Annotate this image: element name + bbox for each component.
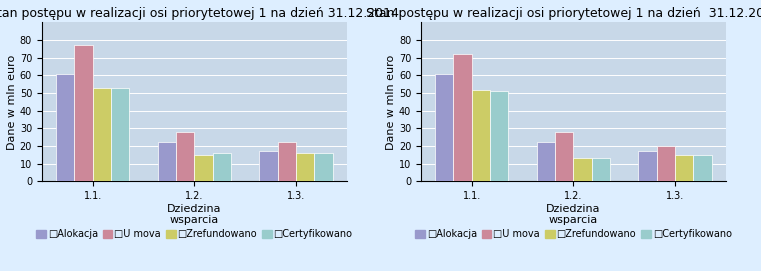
Bar <box>194 155 212 181</box>
Y-axis label: Dane w mln euro: Dane w mln euro <box>386 54 396 150</box>
Bar <box>693 155 712 181</box>
Bar <box>592 158 610 181</box>
Bar <box>537 143 555 181</box>
Bar <box>490 91 508 181</box>
Y-axis label: Dane w mln euro: Dane w mln euro <box>7 54 17 150</box>
Legend: □Alokacja, □U mova, □Zrefundowano, □Certyfikowano: □Alokacja, □U mova, □Zrefundowano, □Cert… <box>32 225 356 243</box>
Bar <box>158 143 176 181</box>
Bar <box>314 153 333 181</box>
Bar <box>454 54 472 181</box>
X-axis label: Dziedzina
wsparcia: Dziedzina wsparcia <box>546 204 600 225</box>
Bar <box>260 151 278 181</box>
Bar <box>472 89 490 181</box>
Bar <box>111 88 129 181</box>
Bar <box>278 143 296 181</box>
Bar <box>435 74 454 181</box>
Bar <box>212 153 231 181</box>
X-axis label: Dziedzina
wsparcia: Dziedzina wsparcia <box>167 204 221 225</box>
Bar <box>56 74 75 181</box>
Title: Stan postępu w realizacji osi priorytetowej 1 na dzień 31.12.2014: Stan postępu w realizacji osi prioryteto… <box>0 7 400 20</box>
Bar <box>296 153 314 181</box>
Bar <box>176 132 194 181</box>
Bar <box>573 158 592 181</box>
Title: Stan postępu w realizacji osi priorytetowej 1 na dzień  31.12.2013: Stan postępu w realizacji osi prioryteto… <box>367 7 761 20</box>
Bar <box>657 146 675 181</box>
Bar <box>93 88 111 181</box>
Bar <box>555 132 573 181</box>
Legend: □Alokacja, □U mova, □Zrefundowano, □Certyfikowano: □Alokacja, □U mova, □Zrefundowano, □Cert… <box>411 225 736 243</box>
Bar <box>638 151 657 181</box>
Bar <box>675 155 693 181</box>
Bar <box>75 46 93 181</box>
